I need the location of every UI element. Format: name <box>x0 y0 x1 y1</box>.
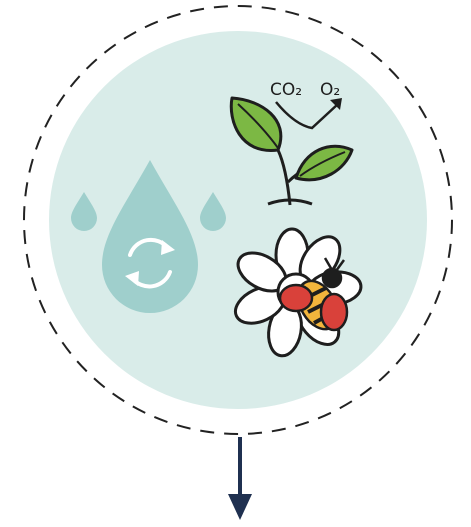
o2-label: O₂ <box>320 80 340 100</box>
co2-label: CO₂ <box>270 80 302 100</box>
page: CO₂ O₂ (() => { const data = JSON.parse(… <box>0 0 471 527</box>
illustration: CO₂ O₂ <box>0 0 471 527</box>
inner-circle <box>49 31 427 409</box>
arrow-head <box>228 494 252 520</box>
